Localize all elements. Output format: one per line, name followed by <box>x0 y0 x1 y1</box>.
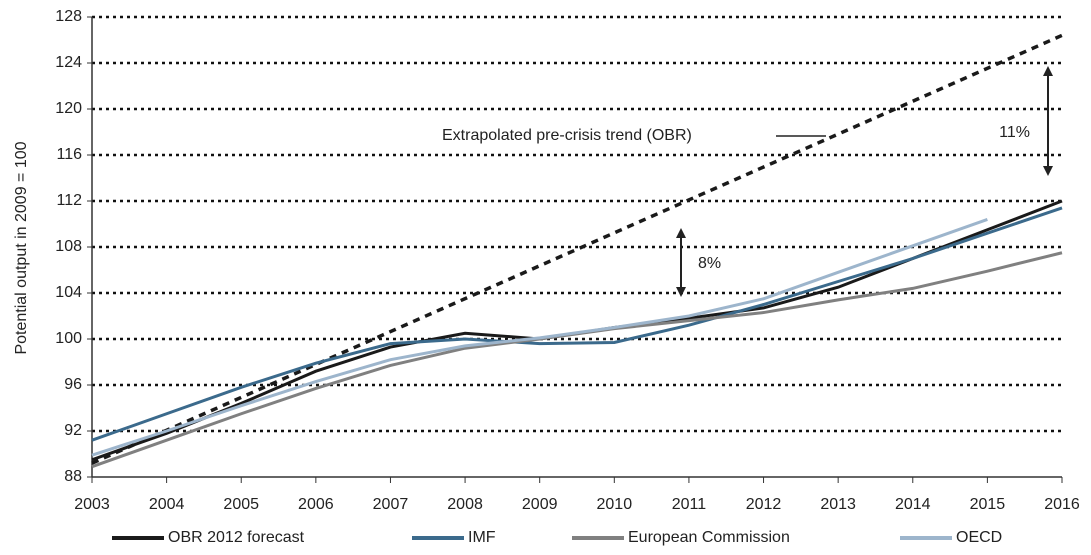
series-line <box>91 251 1063 469</box>
arrow-head <box>1043 166 1053 176</box>
y-tick-label: 104 <box>55 284 82 301</box>
x-tick-label: 2013 <box>820 496 856 513</box>
x-tick-label: 2006 <box>298 496 334 513</box>
x-tick-label: 2005 <box>223 496 259 513</box>
x-tick-label: 2011 <box>672 496 707 513</box>
series-line <box>91 217 988 457</box>
y-tick-label: 124 <box>55 54 82 71</box>
legend-label: IMF <box>468 529 496 546</box>
legend-label: European Commission <box>628 529 790 546</box>
y-tick-label: 112 <box>56 192 82 209</box>
series-line <box>91 206 1063 442</box>
y-tick-label: 116 <box>56 146 82 163</box>
legend-label: OECD <box>956 529 1002 546</box>
series-line <box>91 199 1063 462</box>
y-tick-label: 108 <box>55 238 82 255</box>
x-tick-label: 2015 <box>970 496 1006 513</box>
arrow-head <box>1043 66 1053 76</box>
legend-label: OBR 2012 forecast <box>168 529 305 546</box>
trend-line <box>91 33 1063 465</box>
y-tick-label: 100 <box>55 330 82 347</box>
y-tick-label: 92 <box>64 422 82 439</box>
x-tick-label: 2012 <box>746 496 782 513</box>
y-tick-label: 88 <box>64 468 82 485</box>
x-tick-label: 2016 <box>1044 496 1080 513</box>
annotation: 8% <box>698 255 721 272</box>
x-tick-label: 2014 <box>895 496 931 513</box>
y-tick-label: 128 <box>55 8 82 25</box>
x-tick-label: 2007 <box>373 496 409 513</box>
annotation: 11% <box>999 124 1030 141</box>
y-tick-label: 120 <box>55 100 82 117</box>
x-tick-label: 2010 <box>597 496 633 513</box>
x-tick-label: 2009 <box>522 496 558 513</box>
arrow-head <box>676 228 686 238</box>
y-tick-label: 96 <box>64 376 82 393</box>
arrow-head <box>676 287 686 297</box>
x-tick-label: 2003 <box>74 496 110 513</box>
trend-label: Extrapolated pre-crisis trend (OBR) <box>442 127 692 144</box>
x-tick-label: 2004 <box>149 496 185 513</box>
x-tick-label: 2008 <box>447 496 483 513</box>
y-axis-label: Potential output in 2009 = 100 <box>13 141 30 354</box>
